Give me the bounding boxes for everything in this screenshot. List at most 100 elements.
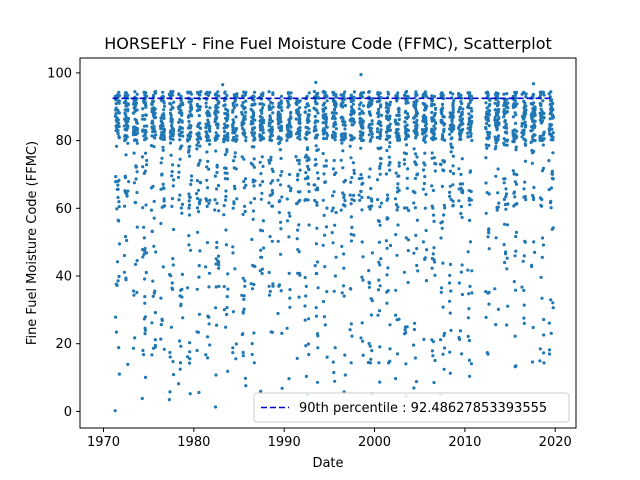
data-point — [179, 206, 183, 210]
data-point — [205, 186, 210, 190]
data-point — [449, 137, 453, 141]
data-point — [423, 175, 427, 179]
data-point — [162, 116, 166, 120]
data-point — [467, 358, 471, 362]
data-point — [298, 137, 302, 141]
x-tick-label: 2020 — [539, 435, 572, 450]
data-point — [484, 211, 488, 215]
data-point — [321, 113, 325, 118]
data-point — [132, 106, 136, 110]
data-point — [151, 93, 156, 97]
data-point — [261, 164, 265, 168]
data-point — [359, 125, 363, 129]
data-point — [178, 367, 182, 371]
data-point — [170, 123, 174, 127]
data-point — [242, 105, 246, 109]
data-point — [550, 169, 555, 173]
data-point — [342, 266, 346, 270]
data-point — [241, 311, 245, 315]
data-point — [117, 90, 121, 94]
data-point — [226, 272, 230, 276]
data-point — [177, 382, 181, 386]
data-point — [153, 116, 158, 120]
data-point — [441, 114, 445, 118]
data-point — [448, 311, 452, 315]
data-point — [469, 362, 473, 366]
data-point — [333, 132, 337, 136]
data-point — [187, 195, 192, 199]
data-point — [440, 226, 444, 230]
data-point — [159, 323, 163, 327]
data-point — [460, 215, 464, 219]
data-point — [304, 284, 308, 288]
data-point — [277, 210, 281, 215]
data-point — [135, 121, 139, 125]
data-point — [135, 92, 139, 96]
data-point — [342, 135, 347, 139]
data-point — [188, 350, 192, 354]
data-point — [413, 321, 417, 325]
data-point — [538, 347, 542, 351]
data-point — [240, 293, 244, 297]
data-point — [133, 117, 137, 121]
data-point — [530, 124, 534, 129]
data-point — [288, 288, 292, 292]
data-point — [314, 271, 318, 276]
data-point — [161, 137, 165, 141]
data-point — [316, 286, 320, 290]
data-point — [339, 158, 343, 162]
data-point — [520, 121, 524, 125]
data-point — [250, 237, 254, 242]
data-point — [297, 99, 301, 103]
data-point — [343, 203, 347, 208]
data-point — [361, 353, 365, 357]
data-point — [395, 135, 399, 139]
data-point — [352, 90, 356, 94]
data-point — [443, 206, 447, 210]
data-point — [397, 188, 401, 193]
data-point — [532, 139, 536, 143]
data-point — [252, 98, 256, 102]
data-point — [397, 317, 401, 321]
data-point — [197, 210, 201, 214]
data-point — [522, 316, 526, 320]
data-point — [233, 151, 237, 155]
data-point — [135, 225, 139, 229]
data-point — [313, 136, 317, 140]
data-point — [161, 90, 165, 94]
data-point — [224, 189, 228, 193]
data-point — [433, 161, 437, 166]
data-point — [330, 231, 334, 235]
data-point — [349, 105, 354, 109]
data-point — [235, 95, 239, 99]
data-point — [330, 209, 334, 213]
data-point — [142, 225, 146, 229]
data-point — [117, 200, 121, 204]
data-point — [251, 163, 255, 167]
data-point — [187, 150, 191, 154]
data-point — [333, 223, 337, 227]
y-tick-label: 60 — [55, 202, 72, 217]
data-point — [376, 313, 380, 317]
data-point — [231, 346, 235, 350]
data-point — [296, 190, 300, 194]
data-point — [151, 346, 156, 350]
data-point — [297, 121, 301, 125]
data-point — [430, 151, 434, 155]
data-point — [425, 248, 429, 252]
data-point — [422, 161, 426, 165]
x-tick-label: 2000 — [358, 435, 391, 450]
data-point — [280, 386, 284, 390]
data-point — [180, 272, 184, 276]
data-point — [379, 113, 384, 117]
data-point — [261, 219, 265, 223]
data-point — [494, 323, 498, 327]
data-point — [388, 141, 392, 145]
data-point — [153, 338, 157, 342]
data-point — [485, 106, 489, 110]
data-point — [233, 155, 237, 159]
data-point — [315, 171, 320, 175]
data-point — [511, 115, 515, 119]
data-point — [125, 117, 129, 122]
data-point — [197, 202, 202, 206]
